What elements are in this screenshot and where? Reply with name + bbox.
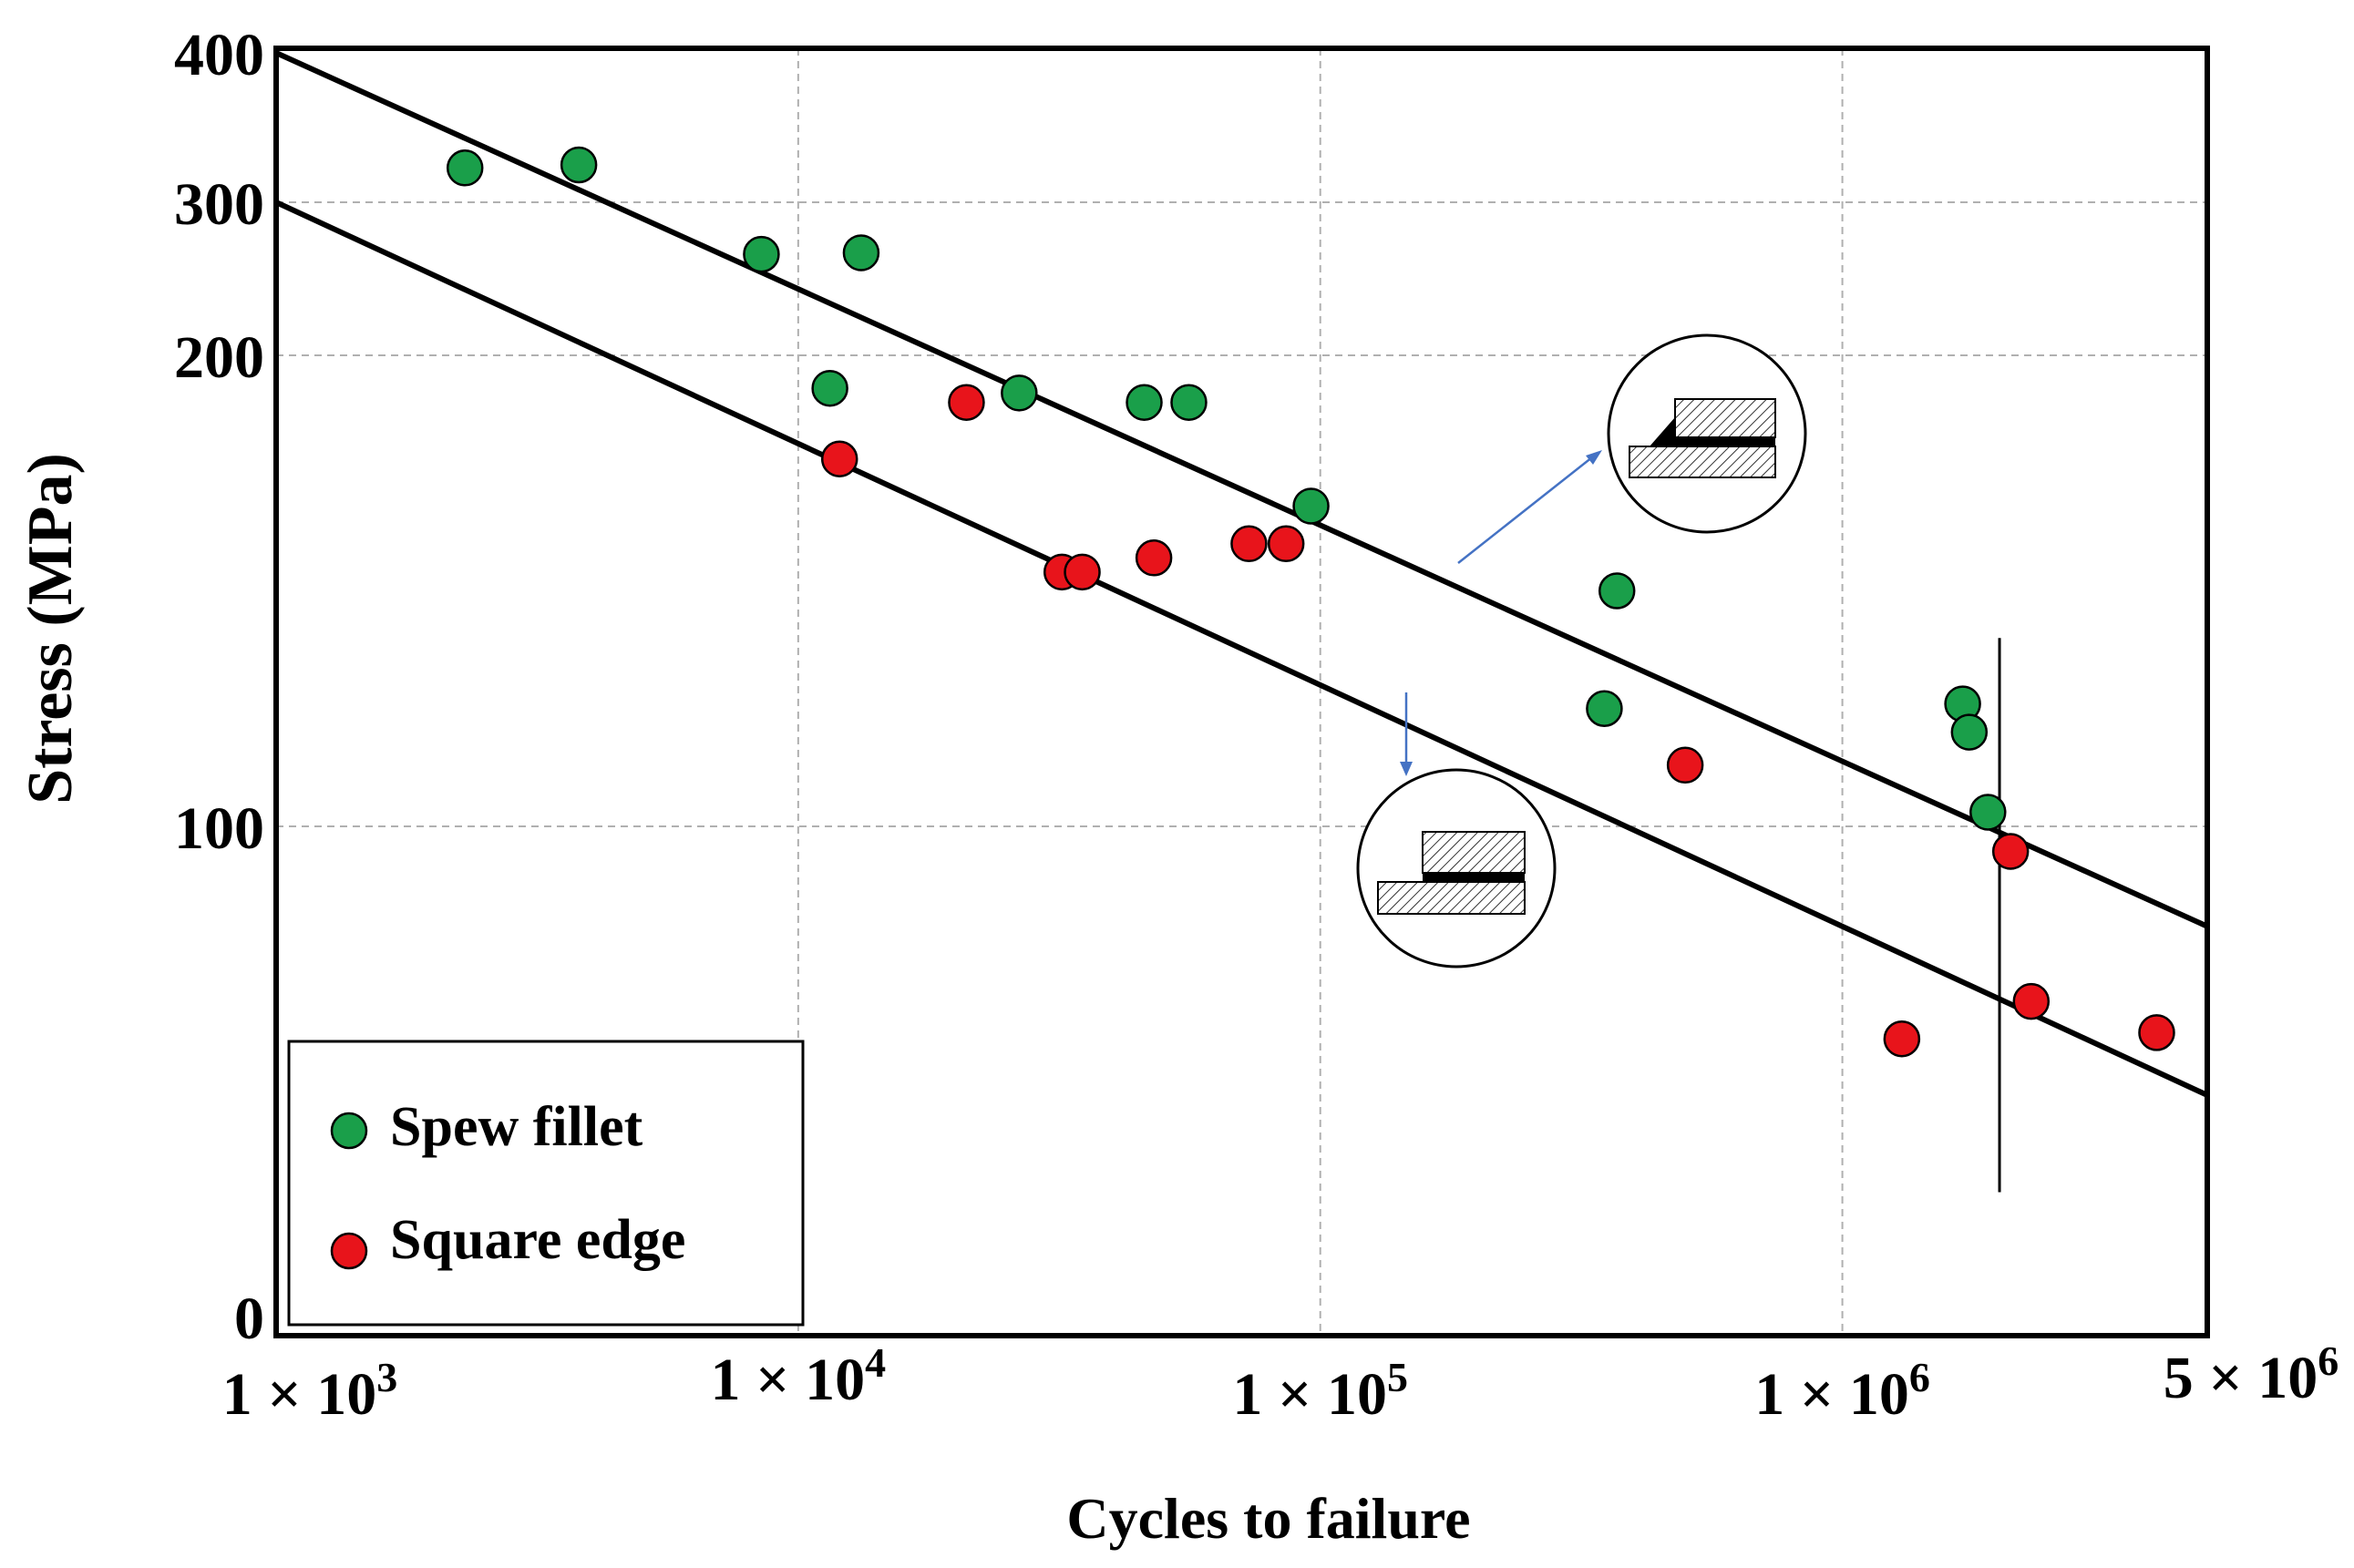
point-square-edge — [1883, 1020, 1921, 1058]
fit-lines — [274, 50, 2209, 1098]
y-tick-label: 0 — [234, 1286, 264, 1352]
spew-fillet-fillet — [1650, 417, 1675, 446]
point-spew-fillet — [446, 149, 484, 187]
point-square-edge — [2012, 982, 2051, 1020]
square-edge-bottom-adherend — [1377, 881, 1526, 915]
point-square-edge — [1064, 553, 1101, 591]
point-square-edge — [1230, 525, 1268, 563]
square-edge-adhesive — [1423, 873, 1525, 882]
spew-fillet-bottom-adherend — [1629, 446, 1776, 478]
point-spew-fillet — [1950, 713, 1989, 751]
plot-frame — [273, 46, 2210, 1338]
x-tick-label: 1 × 105 — [1232, 1354, 1408, 1429]
y-tick-label: 200 — [174, 324, 264, 391]
spew-fillet-adhesive — [1675, 437, 1775, 446]
legend-label-spew-fillet: Spew fillet — [390, 1096, 643, 1158]
point-spew-fillet — [1598, 572, 1636, 610]
point-spew-fillet — [743, 235, 780, 273]
legend: Spew fillet Square edge — [287, 1040, 805, 1327]
point-spew-fillet — [1170, 384, 1208, 421]
y-axis-title: Stress (MPa) — [15, 453, 86, 804]
square-edge-top-adherend — [1422, 831, 1526, 874]
tick-labels: 400 300 200 100 01 × 103 1 × 104 1 × 105 1 × 10… — [174, 22, 2339, 1428]
point-spew-fillet — [560, 146, 598, 184]
lower-fit-line — [274, 200, 2209, 1098]
y-tick-label: 400 — [174, 22, 264, 88]
x-tick-label: 5 × 106 — [2164, 1337, 2339, 1412]
data-points — [446, 146, 2175, 1058]
x-tick-label: 1 × 106 — [1754, 1354, 1930, 1429]
legend-label-square-edge: Square edge — [390, 1209, 685, 1271]
x-tick-label: 1 × 103 — [222, 1354, 398, 1429]
y-tick-label: 100 — [174, 795, 264, 862]
point-square-edge — [948, 384, 985, 421]
point-square-edge — [1991, 833, 2030, 870]
point-spew-fillet — [811, 369, 848, 407]
spew-fillet-top-adherend — [1674, 398, 1776, 438]
point-spew-fillet — [1292, 487, 1330, 525]
point-square-edge — [1135, 539, 1173, 577]
point-spew-fillet — [842, 234, 880, 272]
point-square-edge — [820, 440, 858, 477]
point-spew-fillet — [1001, 374, 1038, 412]
point-spew-fillet — [1126, 384, 1163, 421]
x-tick-label: 1 × 104 — [711, 1339, 887, 1414]
square-edge-illustration — [1356, 692, 1557, 968]
point-square-edge — [1267, 525, 1305, 563]
point-spew-fillet — [1969, 794, 2007, 831]
legend-marker-spew-fillet — [330, 1112, 368, 1150]
legend-marker-square-edge — [330, 1232, 368, 1270]
upper-fit-line — [274, 50, 2209, 929]
point-square-edge — [1666, 746, 1704, 784]
spew-fillet-arrow — [1457, 453, 1598, 564]
x-axis-title: Cycles to failure — [1066, 1486, 1470, 1551]
point-spew-fillet — [1586, 690, 1623, 727]
point-square-edge — [2138, 1014, 2175, 1051]
spew-fillet-arrowhead — [1586, 450, 1602, 465]
spew-fillet-illustration — [1457, 333, 1807, 564]
square-edge-arrowhead — [1400, 762, 1413, 776]
legend-box — [287, 1040, 805, 1327]
y-tick-label: 300 — [174, 171, 264, 238]
